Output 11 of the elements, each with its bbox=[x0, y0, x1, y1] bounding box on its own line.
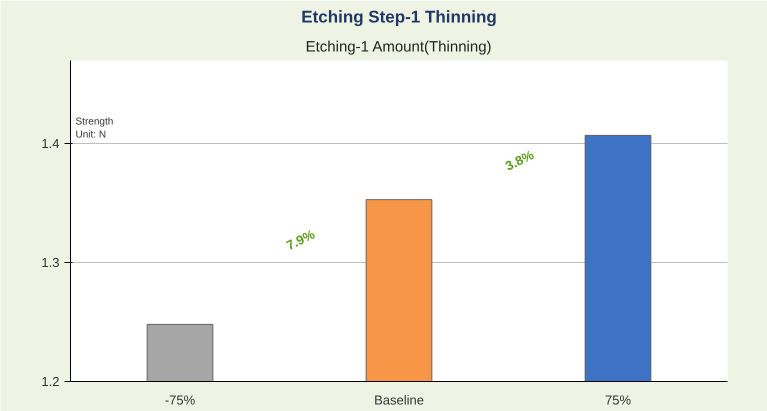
chart-subtitle: Etching-1 Amount(Thinning) bbox=[306, 38, 492, 56]
x-tick-label: Baseline bbox=[374, 392, 424, 408]
chart-title: Etching Step-1 Thinning bbox=[301, 8, 497, 26]
y-tick-label: 1.2 bbox=[41, 374, 60, 389]
x-tick-label: 75% bbox=[604, 392, 632, 408]
y-tick-label: 1.3 bbox=[41, 255, 60, 270]
y-tick-label: 1.4 bbox=[41, 136, 60, 152]
x-tick-label: -75% bbox=[164, 392, 196, 408]
annotation: 3.8% bbox=[502, 146, 536, 174]
annotation: 7.9% bbox=[284, 226, 318, 253]
y-axis-title: Strength Unit: N bbox=[76, 116, 114, 141]
